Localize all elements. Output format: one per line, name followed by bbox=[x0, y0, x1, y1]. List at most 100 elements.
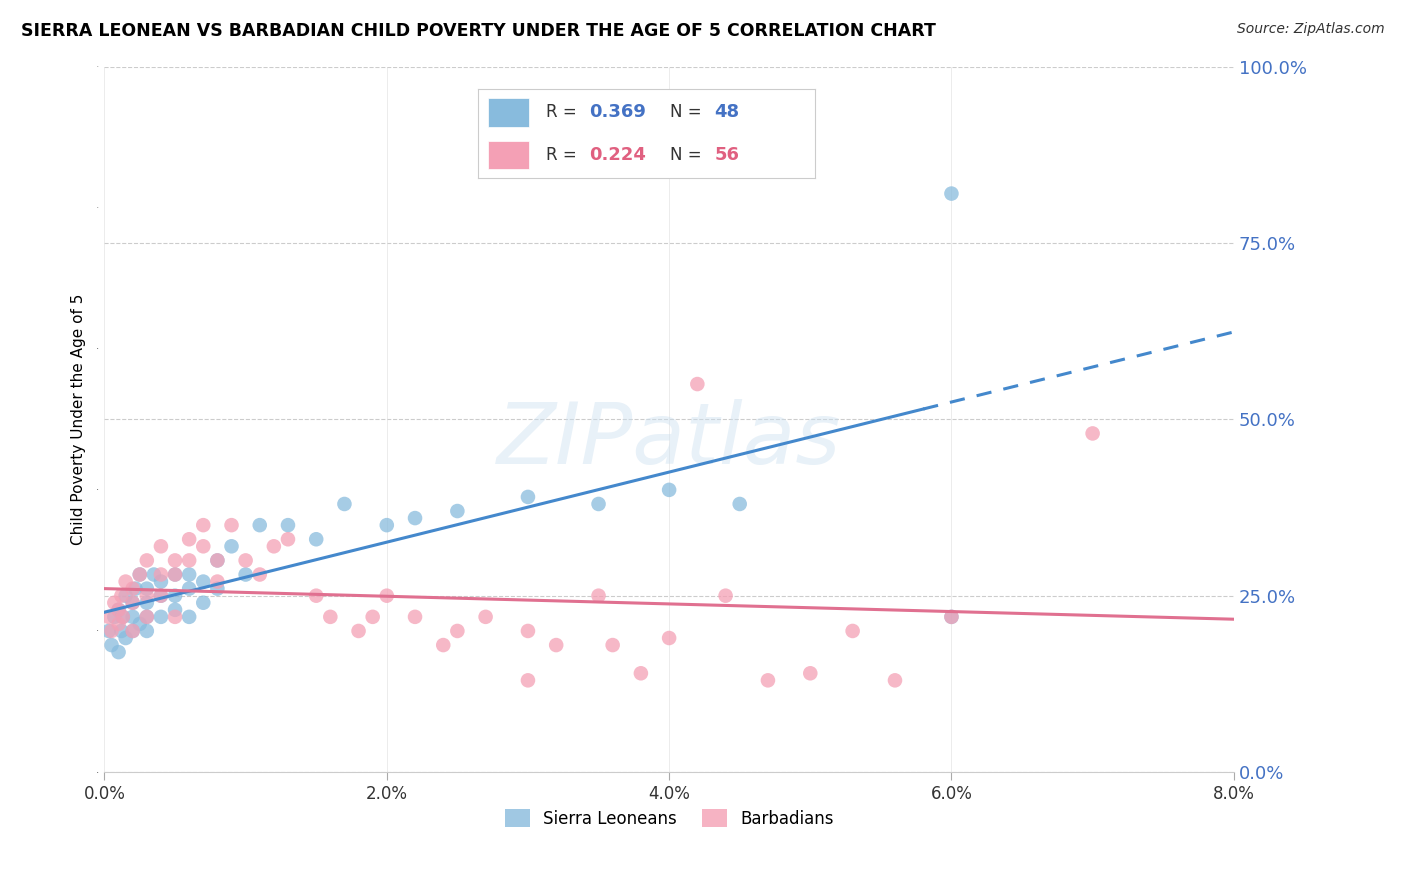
FancyBboxPatch shape bbox=[488, 141, 529, 169]
Point bbox=[100, 638, 122, 652]
Point bbox=[149, 574, 172, 589]
Point bbox=[124, 582, 146, 596]
Point bbox=[149, 589, 172, 603]
Point bbox=[114, 589, 136, 603]
Point bbox=[149, 539, 172, 553]
Point bbox=[221, 539, 243, 553]
Point bbox=[728, 497, 751, 511]
Point bbox=[884, 673, 907, 688]
Point bbox=[235, 567, 257, 582]
Point bbox=[179, 553, 201, 567]
Point bbox=[361, 610, 384, 624]
Point bbox=[207, 582, 229, 596]
Point bbox=[163, 603, 186, 617]
Point bbox=[135, 553, 157, 567]
Point bbox=[193, 596, 215, 610]
Point bbox=[193, 518, 215, 533]
Text: 0.369: 0.369 bbox=[589, 103, 647, 121]
Point bbox=[179, 533, 201, 547]
Point bbox=[432, 638, 454, 652]
Point bbox=[135, 596, 157, 610]
Point bbox=[142, 567, 165, 582]
Point bbox=[111, 610, 134, 624]
Point bbox=[121, 624, 143, 638]
Point bbox=[277, 518, 299, 533]
Point bbox=[249, 567, 271, 582]
Point bbox=[207, 553, 229, 567]
Point bbox=[686, 377, 709, 392]
Point bbox=[135, 582, 157, 596]
Point bbox=[756, 673, 779, 688]
Point bbox=[179, 567, 201, 582]
Point bbox=[474, 610, 496, 624]
Point bbox=[319, 610, 342, 624]
Text: 56: 56 bbox=[714, 146, 740, 164]
Point bbox=[1081, 426, 1104, 441]
Point bbox=[446, 624, 468, 638]
Point bbox=[149, 589, 172, 603]
Point bbox=[163, 553, 186, 567]
Point bbox=[207, 574, 229, 589]
Point bbox=[163, 567, 186, 582]
Text: 48: 48 bbox=[714, 103, 740, 121]
Point bbox=[110, 589, 132, 603]
Point bbox=[107, 603, 129, 617]
Point bbox=[602, 638, 624, 652]
Point bbox=[193, 574, 215, 589]
Point bbox=[135, 624, 157, 638]
Point bbox=[97, 610, 120, 624]
Point bbox=[375, 518, 398, 533]
Point bbox=[446, 504, 468, 518]
Point bbox=[107, 603, 129, 617]
Text: ZIPatlas: ZIPatlas bbox=[496, 399, 841, 482]
Point bbox=[941, 186, 963, 201]
Point bbox=[103, 596, 125, 610]
Point bbox=[235, 553, 257, 567]
Point bbox=[114, 631, 136, 645]
Point bbox=[121, 610, 143, 624]
Point bbox=[135, 610, 157, 624]
Point bbox=[110, 624, 132, 638]
Point bbox=[404, 610, 426, 624]
Point bbox=[163, 610, 186, 624]
Point bbox=[103, 610, 125, 624]
Point bbox=[107, 616, 129, 631]
Point bbox=[263, 539, 285, 553]
Point bbox=[221, 518, 243, 533]
Point bbox=[277, 533, 299, 547]
Point bbox=[517, 624, 540, 638]
Point bbox=[193, 539, 215, 553]
Point bbox=[135, 589, 157, 603]
Point bbox=[375, 589, 398, 603]
Point bbox=[799, 666, 821, 681]
Point bbox=[941, 610, 963, 624]
Point bbox=[163, 589, 186, 603]
Point bbox=[546, 638, 568, 652]
Point bbox=[333, 497, 356, 511]
Point bbox=[588, 589, 610, 603]
Point bbox=[114, 574, 136, 589]
Point bbox=[149, 610, 172, 624]
Point bbox=[588, 497, 610, 511]
Text: 0.224: 0.224 bbox=[589, 146, 647, 164]
Point bbox=[179, 582, 201, 596]
Text: N =: N = bbox=[671, 103, 707, 121]
Point bbox=[111, 610, 134, 624]
Text: R =: R = bbox=[546, 146, 582, 164]
Point bbox=[347, 624, 370, 638]
Text: N =: N = bbox=[671, 146, 707, 164]
Point bbox=[658, 483, 681, 497]
FancyBboxPatch shape bbox=[488, 98, 529, 127]
Point bbox=[305, 589, 328, 603]
Point bbox=[517, 673, 540, 688]
Point bbox=[135, 610, 157, 624]
Text: SIERRA LEONEAN VS BARBADIAN CHILD POVERTY UNDER THE AGE OF 5 CORRELATION CHART: SIERRA LEONEAN VS BARBADIAN CHILD POVERT… bbox=[21, 22, 936, 40]
Point bbox=[121, 624, 143, 638]
Point bbox=[107, 645, 129, 659]
Point bbox=[207, 553, 229, 567]
Point bbox=[121, 596, 143, 610]
Y-axis label: Child Poverty Under the Age of 5: Child Poverty Under the Age of 5 bbox=[72, 293, 86, 545]
Point bbox=[128, 567, 150, 582]
Point bbox=[249, 518, 271, 533]
Point bbox=[128, 616, 150, 631]
